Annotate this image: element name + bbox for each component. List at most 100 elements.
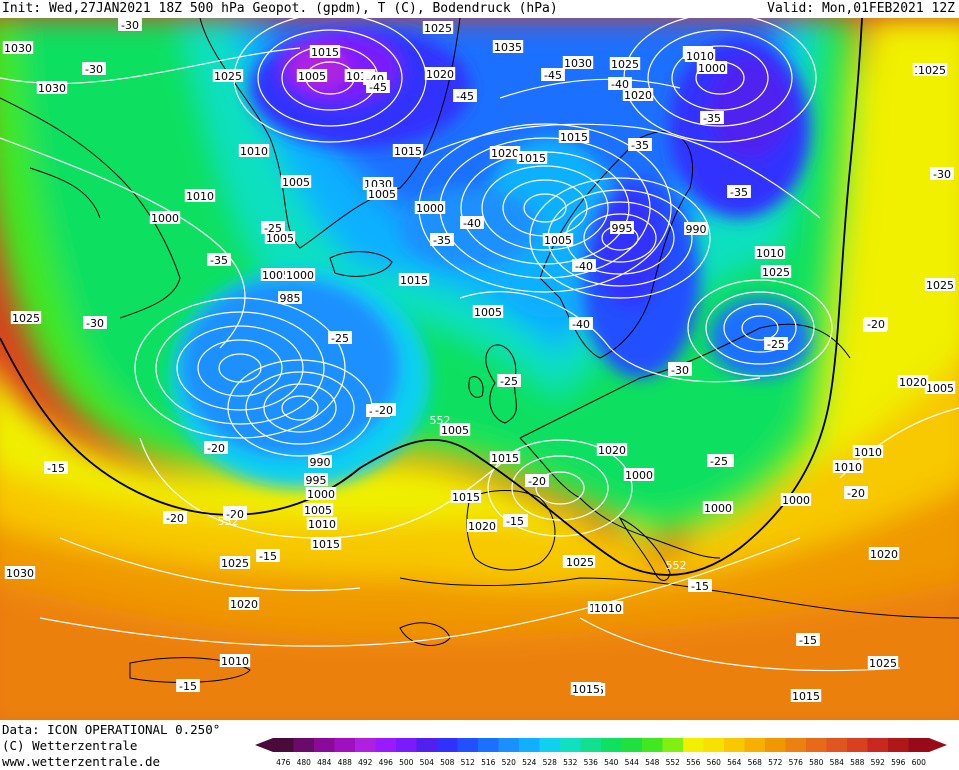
svg-text:1020: 1020 (230, 598, 258, 611)
isobar-ring-3-2 (723, 303, 797, 353)
scale-tick-552: 552 (666, 758, 681, 767)
svg-text:-25: -25 (710, 455, 728, 468)
svg-text:990: 990 (310, 456, 331, 469)
svg-text:-45: -45 (369, 81, 387, 94)
pressure-label-2: 1035 (492, 40, 524, 54)
scale-swatch-520 (498, 738, 520, 752)
contour-552 (0, 18, 863, 576)
svg-text:1015: 1015 (792, 690, 820, 703)
svg-text:995: 995 (306, 474, 327, 487)
temperature-label-14: -30 (83, 316, 107, 330)
svg-text:1010: 1010 (186, 190, 214, 203)
pressure-label-54: 1020 (466, 519, 498, 533)
svg-text:1005: 1005 (926, 382, 954, 395)
scale-swatch-528 (539, 738, 561, 752)
svg-text:990: 990 (686, 223, 707, 236)
pressure-label-33: 1025 (760, 265, 792, 279)
svg-text:1010: 1010 (686, 50, 714, 63)
isobar-ring-5-3 (647, 29, 793, 127)
coastline-3 (468, 376, 484, 398)
svg-text:-40: -40 (572, 318, 590, 331)
scale-swatch-500 (396, 738, 417, 752)
pressure-label-42: 1005 (302, 503, 334, 517)
isobar-line-7 (579, 617, 901, 672)
temperature-label-5: -45 (453, 89, 477, 103)
copyright: (C) Wetterzentrale (2, 738, 138, 753)
header-bar: Init: Wed,27JAN2021 18Z 500 hPa Geopot. … (0, 0, 959, 18)
pressure-label-4: 1025 (609, 57, 641, 71)
pressure-label-49: 1000 (702, 501, 734, 515)
pressure-label-36: 1005 (260, 268, 292, 282)
svg-text:1005: 1005 (304, 504, 332, 517)
svg-text:1000: 1000 (286, 269, 314, 282)
temperature-label-38: -15 (503, 514, 527, 528)
svg-text:1015: 1015 (394, 145, 422, 158)
svg-text:1025: 1025 (869, 657, 897, 670)
svg-text:1025: 1025 (214, 70, 242, 83)
pressure-label-15: 1030 (2, 41, 34, 55)
svg-text:-25: -25 (500, 375, 518, 388)
isobar-ring-0-4 (155, 311, 325, 425)
scale-swatch-572 (765, 738, 786, 752)
svg-text:-25: -25 (767, 338, 785, 351)
pressure-label-45: 1005 (439, 423, 471, 437)
coastline-9 (0, 97, 181, 319)
temperature-label-6: -40 (608, 77, 632, 91)
scale-tick-532: 532 (563, 758, 578, 767)
pressure-label-27: 1000 (149, 211, 181, 225)
pressure-label-70: 1010 (592, 601, 624, 615)
isobar-ring-7-1 (535, 471, 585, 505)
temperature-label-32: -15 (688, 579, 712, 593)
scale-tick-536: 536 (584, 758, 599, 767)
scale-swatch-504 (416, 738, 438, 752)
coastline-7 (399, 577, 959, 619)
svg-text:1020: 1020 (624, 89, 652, 102)
svg-text:1010: 1010 (594, 602, 622, 615)
valid-time: Valid: Mon,01FEB2021 12Z (767, 1, 955, 16)
svg-text:-30: -30 (86, 317, 104, 330)
pressure-label-25: 1000 (414, 201, 446, 215)
pressure-label-63: 1025 (10, 311, 42, 325)
scale-tick-520: 520 (502, 758, 517, 767)
isobar-ring-0-3 (176, 325, 304, 411)
scale-tick-540: 540 (604, 758, 619, 767)
field-description: 500 hPa Geopot. (gpdm), T (C), Bodendruc… (189, 1, 558, 16)
scale-tick-564: 564 (727, 758, 742, 767)
cold-pool-1 (180, 278, 400, 458)
pressure-label-9: 1030 (36, 81, 68, 95)
pressure-label-26: 1010 (184, 189, 216, 203)
pressure-label-69: 1025 (564, 555, 596, 569)
svg-text:-20: -20 (847, 487, 865, 500)
temperature-label-31: -15 (256, 549, 280, 563)
scale-tick-504: 504 (420, 758, 435, 767)
pressure-label-1: 1025 (422, 21, 454, 35)
scale-tick-524: 524 (522, 758, 537, 767)
isobar-line-9 (499, 78, 681, 99)
svg-text:1005: 1005 (544, 234, 572, 247)
svg-text:1010: 1010 (308, 518, 336, 531)
contour-552-label-2: 552 (666, 559, 687, 572)
temperature-label-33: -15 (796, 633, 820, 647)
svg-text:-30: -30 (121, 19, 139, 32)
isobar-ring-7-3 (487, 439, 633, 537)
pressure-label-48: 1000 (623, 468, 655, 482)
svg-text:1030: 1030 (4, 42, 32, 55)
svg-text:-25: -25 (331, 332, 349, 345)
scale-tick-580: 580 (809, 758, 824, 767)
svg-text:1015: 1015 (560, 131, 588, 144)
svg-text:-35: -35 (433, 234, 451, 247)
scale-swatch-496 (375, 738, 397, 752)
scale-tick-484: 484 (317, 758, 332, 767)
temperature-label-29: -20 (204, 441, 228, 455)
svg-text:1020: 1020 (870, 548, 898, 561)
pressure-label-53: 1005 (924, 381, 956, 395)
isobar-line-3 (59, 537, 361, 592)
coastline-1 (329, 251, 393, 277)
svg-text:-15: -15 (506, 515, 524, 528)
weather-map: 1015 1025 1035 1030 1025 1010 1000 1010 1020 1030… (0, 18, 959, 720)
scale-swatch-484 (314, 738, 335, 752)
coastline-2 (485, 344, 517, 424)
pressure-label-56: 1025 (219, 556, 251, 570)
scale-swatch-540 (601, 738, 622, 752)
scale-tick-572: 572 (768, 758, 783, 767)
